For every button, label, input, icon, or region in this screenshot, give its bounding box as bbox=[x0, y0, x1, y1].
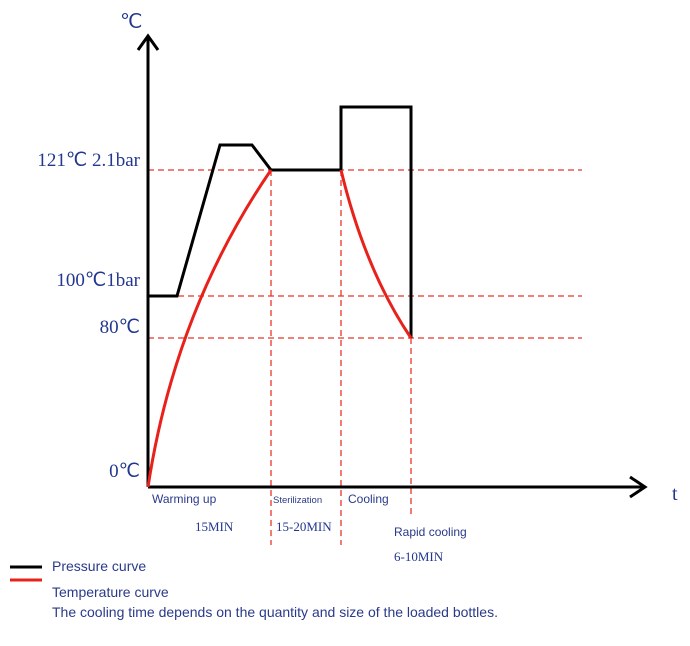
phase-label: Rapid cooling bbox=[394, 525, 467, 539]
phase-label: Warming up bbox=[152, 492, 217, 506]
y-axis-label: ℃ bbox=[120, 11, 142, 33]
level-label: 80℃ bbox=[100, 317, 140, 338]
phase-label: Cooling bbox=[348, 492, 389, 506]
axes bbox=[136, 33, 648, 499]
level-label: 0℃ bbox=[109, 461, 140, 482]
legend-label: Pressure curve bbox=[52, 558, 146, 574]
level-label: 121℃ 2.1bar bbox=[37, 150, 140, 171]
guides bbox=[148, 169, 582, 545]
temperature-curve bbox=[146, 169, 413, 488]
phase-label: Sterilization bbox=[273, 495, 322, 506]
phase-time: 15-20MIN bbox=[276, 519, 332, 534]
phase-time: 6-10MIN bbox=[394, 549, 444, 564]
legend-label: Temperature curve bbox=[52, 584, 169, 600]
x-axis-label: t bbox=[672, 483, 678, 505]
level-label: 100℃1bar bbox=[56, 270, 140, 291]
note: The cooling time depends on the quantity… bbox=[52, 604, 498, 620]
phase-time: 15MIN bbox=[195, 519, 234, 534]
